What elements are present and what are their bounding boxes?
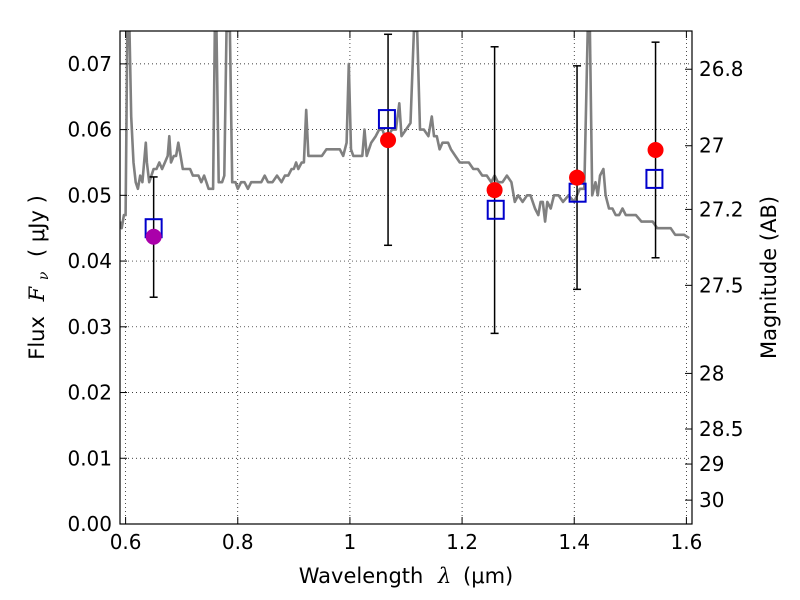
- x-tick-label: 1.2: [446, 530, 478, 554]
- y-tick-label: 0.01: [67, 446, 112, 470]
- observed-flux-point: [380, 132, 397, 149]
- x-axis-label-lambda: λ: [437, 564, 451, 588]
- magnitude-tick-label: 26.8: [699, 57, 744, 81]
- magnitude-tick-label: 28: [699, 361, 724, 385]
- x-axis-label-unit: (μm): [463, 564, 513, 588]
- data-points: [144, 109, 664, 245]
- x-tick-label: 1.6: [670, 530, 702, 554]
- y-tick-label: 0.07: [67, 52, 112, 76]
- magnitude-axis-label: Magnitude (AB): [757, 196, 781, 359]
- y-tick-label: 0.04: [67, 249, 112, 273]
- x-tick-label: 0.8: [222, 530, 254, 554]
- observed-flux-point: [145, 228, 162, 245]
- observed-flux-point: [569, 169, 586, 186]
- y-tick-label: 0.06: [67, 118, 112, 142]
- sed-layer: [120, 31, 690, 240]
- sed-spectrum-line: [120, 31, 690, 240]
- y-tick-label: 0.02: [67, 381, 112, 405]
- model-square-point: [486, 199, 505, 220]
- y-axis-label: Flux F ν ( μJy ): [25, 195, 53, 360]
- plot-frame: [119, 30, 693, 525]
- magnitude-tick-label: 27.5: [699, 273, 744, 297]
- x-tick-label: 1.4: [558, 530, 590, 554]
- magnitude-tick-label: 27: [699, 134, 724, 158]
- x-axis-label-prefix: Wavelength: [299, 564, 424, 588]
- y-axis-label-prefix: Flux: [25, 316, 49, 360]
- model-square-point: [377, 109, 396, 130]
- axis-ticks: 0.6 0.8 1 1.2 1.4 1.6 0.00 0.01 0.02 0.03 0.04 0.05…: [67, 31, 744, 554]
- y-axis-label-symbol: F: [25, 285, 49, 302]
- y-tick-label: 0.00: [67, 512, 112, 536]
- magnitude-tick-label: 27.2: [699, 197, 744, 221]
- x-tick-label: 0.6: [110, 530, 142, 554]
- y-tick-label: 0.03: [67, 315, 112, 339]
- grid-lines: [120, 31, 692, 525]
- y-axis-label-unit: ( μJy ): [25, 195, 49, 257]
- x-axis-label: Wavelength λ (μm): [299, 564, 513, 588]
- observed-flux-point: [486, 182, 503, 199]
- magnitude-tick-label: 28.5: [699, 417, 744, 441]
- y-tick-label: 0.05: [67, 183, 112, 207]
- observed-flux-point: [647, 141, 664, 158]
- x-tick-label: 1: [344, 530, 357, 554]
- magnitude-tick-label: 30: [699, 488, 724, 512]
- magnitude-tick-label: 29: [699, 452, 724, 476]
- model-square-point: [645, 168, 664, 189]
- y-axis-label-subscript: ν: [36, 271, 52, 280]
